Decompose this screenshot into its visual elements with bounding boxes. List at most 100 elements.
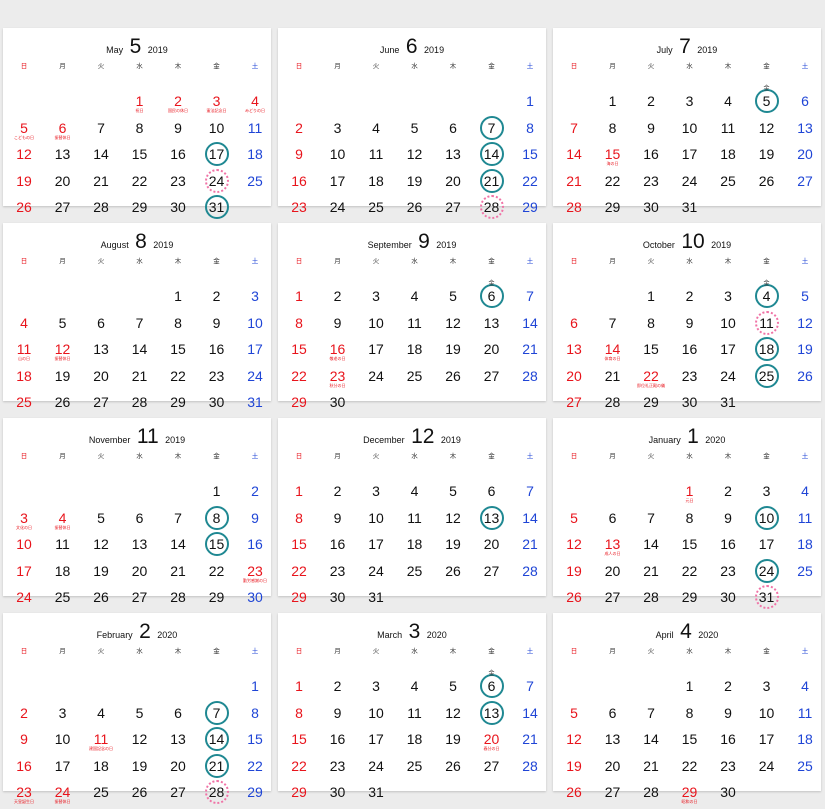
day-cell[interactable]: 21 xyxy=(82,172,120,198)
day-cell[interactable]: 9 xyxy=(319,704,357,730)
day-cell[interactable]: 23 xyxy=(159,172,197,198)
day-cell[interactable]: 15 xyxy=(511,145,549,171)
day-cell[interactable]: 22 xyxy=(121,172,159,198)
day-cell[interactable]: 21 xyxy=(198,757,236,783)
day-cell[interactable]: 9 xyxy=(709,704,747,730)
day-cell[interactable]: 7 xyxy=(632,509,670,535)
day-cell[interactable]: 16 xyxy=(671,340,709,366)
day-cell[interactable]: 20 xyxy=(594,757,632,783)
day-cell[interactable]: 6 xyxy=(159,704,197,730)
day-cell[interactable]: 1 xyxy=(671,677,709,703)
day-cell[interactable]: 9 xyxy=(709,509,747,535)
day-cell[interactable]: 6 xyxy=(82,314,120,340)
day-cell[interactable]: 1 元日 xyxy=(671,482,709,508)
day-cell[interactable]: 30 xyxy=(709,783,747,809)
day-cell[interactable]: 8 xyxy=(121,119,159,145)
day-cell[interactable]: 25 xyxy=(786,562,824,588)
day-cell[interactable]: 30 xyxy=(159,198,197,224)
day-cell[interactable]: 22 xyxy=(236,757,274,783)
day-cell[interactable]: 28 xyxy=(511,562,549,588)
day-cell[interactable]: 11 xyxy=(44,535,82,561)
day-cell[interactable]: 15 xyxy=(280,340,318,366)
day-cell[interactable]: 4 xyxy=(709,92,747,118)
day-cell[interactable]: 27 xyxy=(121,588,159,614)
day-cell[interactable]: 18 xyxy=(44,562,82,588)
day-cell[interactable]: 19 xyxy=(82,562,120,588)
day-cell[interactable]: 25 xyxy=(786,757,824,783)
day-cell[interactable]: 22 xyxy=(159,367,197,393)
day-cell[interactable]: 28 xyxy=(632,588,670,614)
day-cell[interactable]: 14 xyxy=(632,730,670,756)
day-cell[interactable]: 24 振替休日 xyxy=(44,783,82,809)
day-cell[interactable]: 4 xyxy=(396,677,434,703)
day-cell[interactable]: 16 敬老の日 xyxy=(319,340,357,366)
day-cell[interactable]: 1 xyxy=(198,482,236,508)
day-cell[interactable]: 13 成人の日 xyxy=(594,535,632,561)
day-cell[interactable]: 27 xyxy=(473,757,511,783)
day-cell[interactable]: 17 xyxy=(44,757,82,783)
day-cell[interactable]: 3 xyxy=(236,287,274,313)
day-cell[interactable]: 14 xyxy=(555,145,593,171)
day-cell[interactable]: 16 xyxy=(709,535,747,561)
day-cell[interactable]: 27 xyxy=(594,588,632,614)
day-cell[interactable]: 18 xyxy=(748,340,786,366)
day-cell[interactable]: 24 xyxy=(748,562,786,588)
day-cell[interactable]: 25 xyxy=(82,783,120,809)
day-cell[interactable]: 4 xyxy=(357,119,395,145)
day-cell[interactable]: 3 xyxy=(44,704,82,730)
day-cell[interactable]: 20 xyxy=(594,562,632,588)
day-cell[interactable]: 12 xyxy=(82,535,120,561)
day-cell[interactable]: 15 xyxy=(159,340,197,366)
day-cell[interactable]: 28 xyxy=(555,198,593,224)
day-cell[interactable]: 30 xyxy=(319,588,357,614)
day-cell[interactable]: 11 xyxy=(786,704,824,730)
day-cell[interactable]: 9 xyxy=(319,509,357,535)
day-cell[interactable]: 4 xyxy=(82,704,120,730)
day-cell[interactable]: 10 xyxy=(44,730,82,756)
day-cell[interactable]: 25 xyxy=(396,367,434,393)
day-cell[interactable]: 8 xyxy=(632,314,670,340)
day-cell[interactable]: 20 xyxy=(82,367,120,393)
day-cell[interactable]: 24 xyxy=(748,757,786,783)
day-cell[interactable]: 6 xyxy=(434,119,472,145)
day-cell[interactable]: 8 xyxy=(671,509,709,535)
day-cell[interactable]: 7 xyxy=(555,119,593,145)
day-cell[interactable]: 29 xyxy=(280,783,318,809)
day-cell[interactable]: 16 xyxy=(236,535,274,561)
day-cell[interactable]: 3 文化の日 xyxy=(5,509,43,535)
day-cell[interactable]: 18 xyxy=(5,367,43,393)
day-cell[interactable]: 3 xyxy=(709,287,747,313)
day-cell[interactable]: 29 xyxy=(236,783,274,809)
day-cell[interactable]: 5 こどもの日 xyxy=(5,119,43,145)
day-cell[interactable]: 4 xyxy=(786,482,824,508)
day-cell[interactable]: 20 xyxy=(555,367,593,393)
day-cell[interactable]: 9 xyxy=(198,314,236,340)
day-cell[interactable]: 3 xyxy=(319,119,357,145)
day-cell[interactable]: 4 xyxy=(396,287,434,313)
day-cell[interactable]: 17 xyxy=(671,145,709,171)
day-cell[interactable]: 18 xyxy=(396,535,434,561)
day-cell[interactable]: 13 xyxy=(82,340,120,366)
day-cell[interactable]: 8 xyxy=(236,704,274,730)
day-cell[interactable]: 28 xyxy=(82,198,120,224)
day-cell[interactable]: 8 xyxy=(280,314,318,340)
day-cell[interactable]: 19 xyxy=(44,367,82,393)
day-cell[interactable]: 10 xyxy=(5,535,43,561)
day-cell[interactable]: 2 xyxy=(671,287,709,313)
day-cell[interactable]: 5 xyxy=(44,314,82,340)
day-cell[interactable]: 5 xyxy=(434,287,472,313)
day-cell[interactable]: 14 xyxy=(159,535,197,561)
day-cell[interactable]: 28 xyxy=(473,198,511,224)
day-cell[interactable]: 28 xyxy=(632,783,670,809)
day-cell[interactable]: 31 xyxy=(748,588,786,614)
day-cell[interactable]: 18 xyxy=(786,535,824,561)
day-cell[interactable]: 20 xyxy=(434,172,472,198)
day-cell[interactable]: 7 xyxy=(594,314,632,340)
day-cell[interactable]: 11 xyxy=(357,145,395,171)
day-cell[interactable]: 20 xyxy=(121,562,159,588)
day-cell[interactable]: 9 xyxy=(632,119,670,145)
day-cell[interactable]: 16 xyxy=(319,535,357,561)
day-cell[interactable]: 26 xyxy=(434,367,472,393)
day-cell[interactable]: 15 xyxy=(236,730,274,756)
day-cell[interactable]: 1 xyxy=(280,287,318,313)
